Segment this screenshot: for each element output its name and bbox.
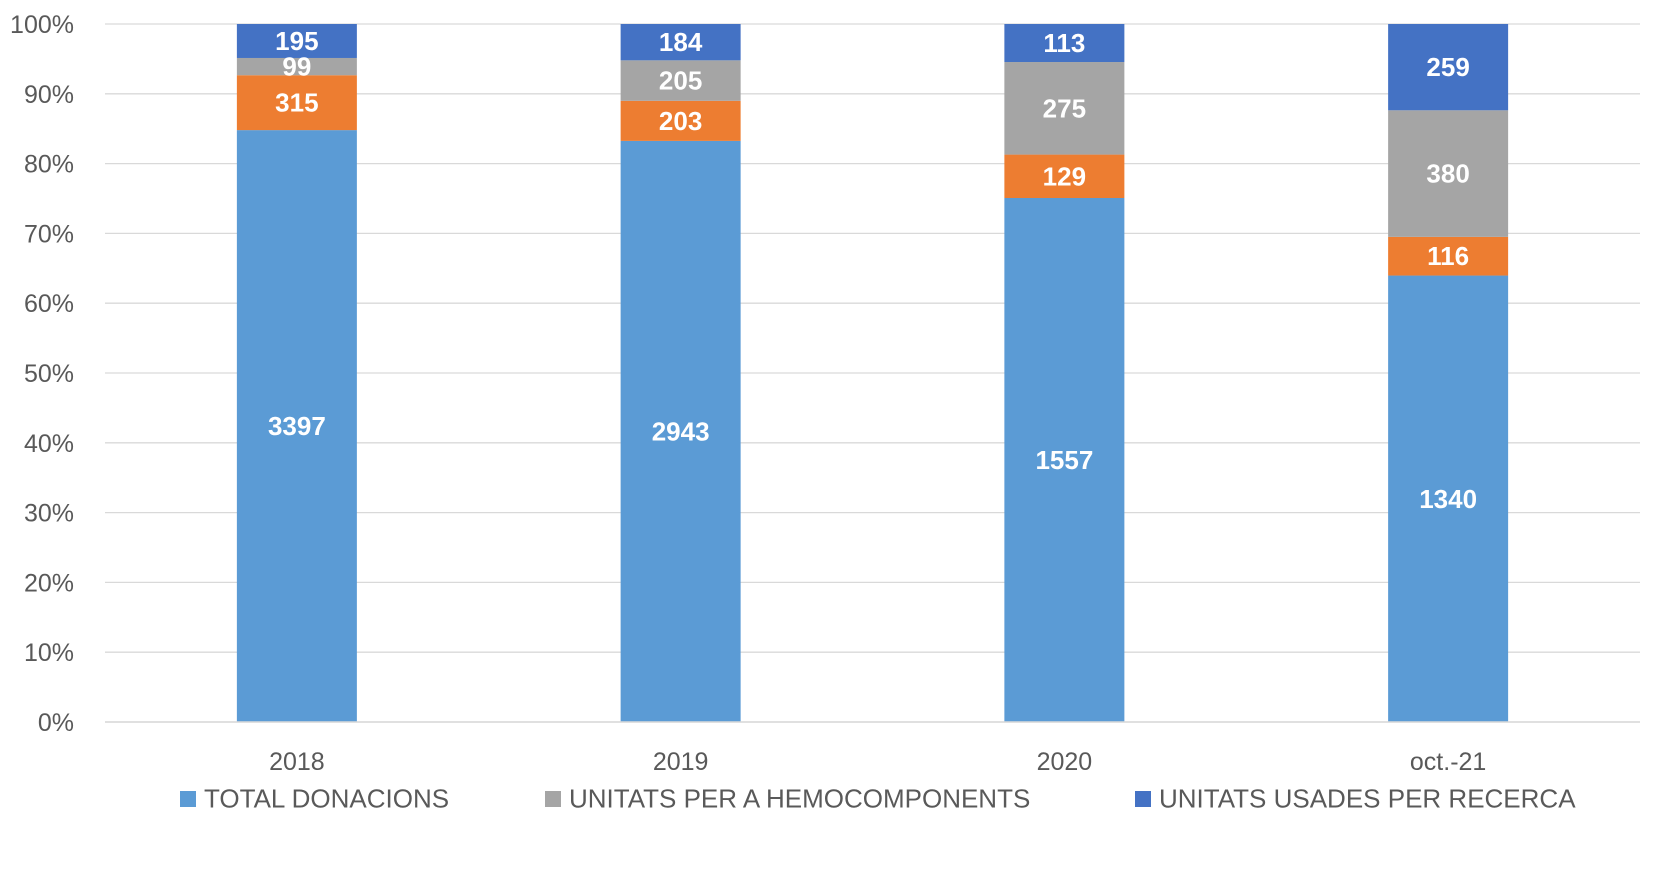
bars <box>236 24 1509 722</box>
data-label: 99 <box>282 52 311 82</box>
y-tick-label: 60% <box>24 290 74 318</box>
y-tick-label: 100% <box>10 11 74 39</box>
data-label: 315 <box>275 88 318 118</box>
data-label: 113 <box>1043 28 1085 58</box>
y-tick-label: 10% <box>24 639 74 667</box>
legend-swatch <box>180 791 196 807</box>
y-tick-label: 0% <box>38 709 74 737</box>
data-label: 380 <box>1426 159 1469 189</box>
data-label: 275 <box>1043 93 1086 123</box>
bar-segment <box>1004 62 1125 155</box>
data-label: 1340 <box>1419 484 1477 514</box>
bar-segment <box>1004 154 1125 198</box>
data-label: 1557 <box>1035 445 1093 475</box>
bar-segment <box>236 57 357 76</box>
data-label: 184 <box>659 27 703 57</box>
y-axis: 0% 10% 20% 30% 40% 50% 60% 70% 80% 90% 100% <box>10 11 74 737</box>
y-tick-label: 70% <box>24 220 74 248</box>
bar-segment <box>236 75 357 131</box>
legend-swatch <box>1135 791 1151 807</box>
data-label: 195 <box>275 26 318 56</box>
bar-segment <box>620 60 741 101</box>
x-tick-label: 2019 <box>653 748 709 776</box>
data-label: 3397 <box>268 411 326 441</box>
y-tick-label: 40% <box>24 430 74 458</box>
legend-swatch <box>545 791 561 807</box>
legend: TOTAL DONACIONS UNITATS PER A HEMOCOMPONE… <box>180 784 1576 814</box>
legend-label: TOTAL DONACIONS <box>204 784 449 814</box>
bar-segment <box>1388 236 1509 276</box>
x-axis: 2018 2019 2020 oct.-21 <box>105 721 1640 776</box>
y-tick-label: 30% <box>24 500 74 528</box>
bar-segment <box>1388 110 1509 237</box>
x-tick-label: 2018 <box>269 748 325 776</box>
bar-segment <box>1004 24 1125 63</box>
bar-segment <box>620 140 741 722</box>
data-label: 2943 <box>652 416 710 446</box>
bar-segment <box>1388 275 1509 722</box>
data-label: 129 <box>1043 161 1086 191</box>
y-tick-label: 20% <box>24 569 74 597</box>
y-tick-label: 50% <box>24 360 74 388</box>
bar-segment <box>620 100 741 141</box>
bar-segment <box>236 130 357 722</box>
data-label: 116 <box>1427 241 1469 271</box>
data-label: 205 <box>659 66 702 96</box>
data-label: 203 <box>659 106 702 136</box>
bar-segment <box>1004 197 1125 722</box>
bar-segment <box>1388 24 1509 111</box>
legend-label: UNITATS PER A HEMOCOMPONENTS <box>569 784 1030 814</box>
bar-segment <box>620 24 741 61</box>
gridlines <box>105 23 1640 723</box>
y-tick-label: 80% <box>24 151 74 179</box>
bar-segment <box>236 24 357 58</box>
data-label: 259 <box>1426 52 1469 82</box>
x-tick-label: 2020 <box>1037 748 1093 776</box>
y-tick-label: 90% <box>24 81 74 109</box>
legend-label: UNITATS USADES PER RECERCA <box>1159 784 1576 814</box>
x-tick-label: oct.-21 <box>1410 748 1486 776</box>
